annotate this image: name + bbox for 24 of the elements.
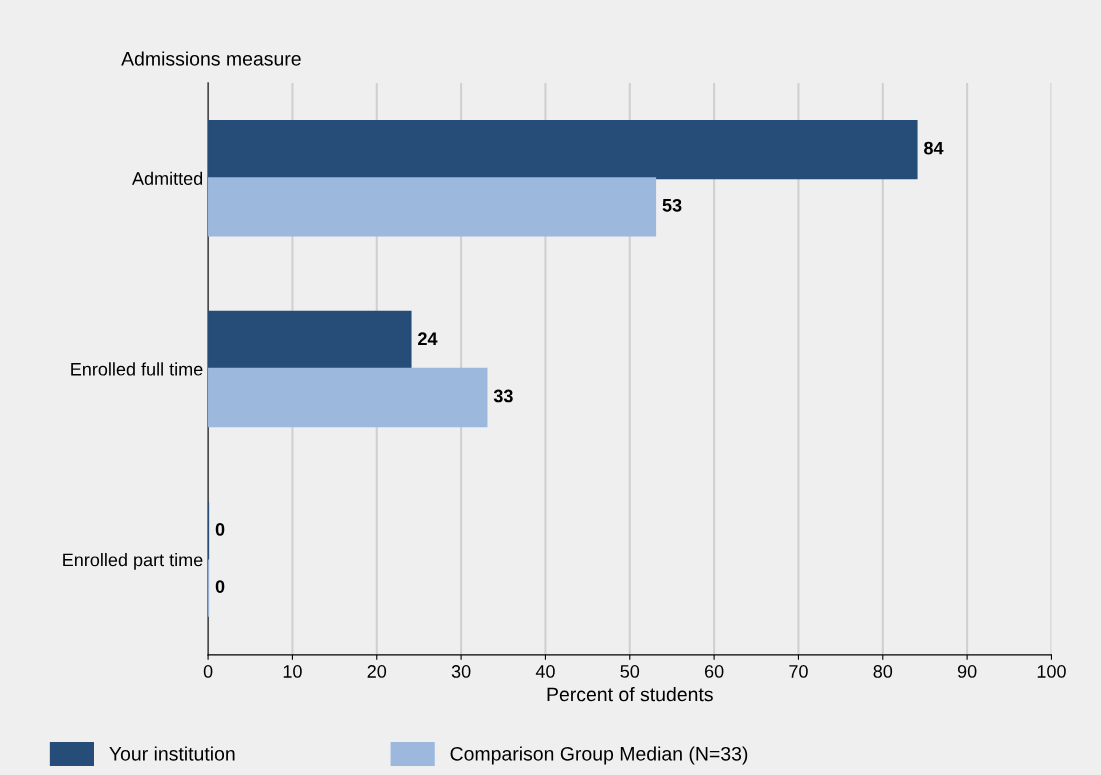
x-tick-label: 50 [620, 665, 640, 678]
x-tick-label: 40 [535, 665, 555, 678]
data-label: 0 [215, 580, 225, 593]
data-label: 84 [924, 141, 944, 155]
data-label: 0 [215, 523, 225, 536]
x-tick-label: 90 [957, 665, 977, 678]
x-axis-title: Percent of students [547, 686, 713, 702]
x-tick-label: 80 [873, 665, 893, 678]
x-tick-label: 60 [704, 665, 724, 678]
x-tick-label: 20 [367, 665, 387, 678]
data-label: 33 [493, 389, 513, 403]
y-tick-label: Enrolled part time [63, 553, 203, 570]
y-tick-label: Admitted [132, 171, 203, 185]
data-label: 53 [662, 198, 682, 212]
x-tick-label: 0 [203, 665, 213, 678]
x-tick-label: 10 [283, 665, 302, 678]
x-tick-label: 30 [451, 665, 471, 678]
y-axis-title: Admissions measure [121, 51, 301, 66]
x-tick-label: 70 [789, 665, 808, 678]
y-tick-label: Enrolled full time [71, 362, 203, 376]
legend-label: Your institution [109, 746, 235, 761]
legend-label: Comparison Group Median (N=33) [450, 746, 748, 765]
data-label: 24 [418, 332, 438, 345]
x-tick-label: 100 [1037, 665, 1066, 678]
